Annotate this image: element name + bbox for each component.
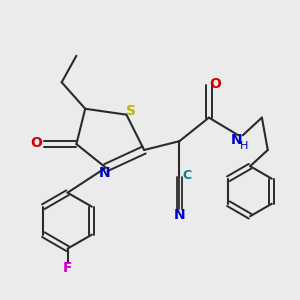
Text: S: S xyxy=(126,104,136,118)
Text: C: C xyxy=(182,169,191,182)
Text: F: F xyxy=(63,261,72,275)
Text: N: N xyxy=(231,133,243,147)
Text: N: N xyxy=(98,166,110,180)
Text: H: H xyxy=(240,141,248,151)
Text: O: O xyxy=(209,77,221,91)
Text: O: O xyxy=(31,136,43,150)
Text: N: N xyxy=(174,208,185,222)
